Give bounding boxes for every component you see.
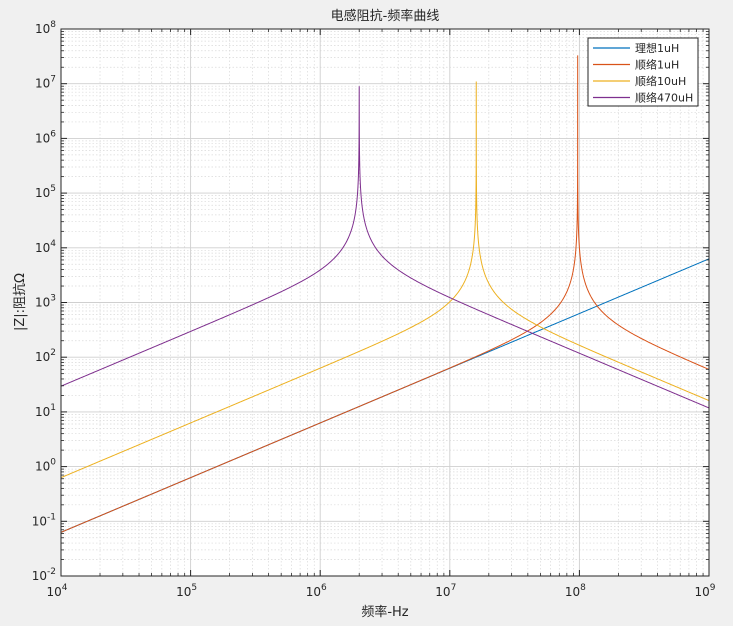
y-tick-label: 100 [35, 458, 56, 474]
x-tick-label: 109 [694, 583, 715, 599]
x-tick-label: 104 [46, 583, 67, 599]
x-tick-label: 106 [306, 583, 327, 599]
x-axis-title: 频率-Hz [361, 604, 408, 620]
y-tick-labels: 10-2 10-1 100 101 102 103 104 105 106 107 108 [32, 20, 57, 583]
x-tick-label: 105 [176, 583, 197, 599]
series-line [61, 86, 709, 409]
legend-box [587, 37, 699, 107]
chart-title: 电感阻抗-频率曲线 [331, 8, 440, 24]
legend: 理想1uH 顺络1uH 顺络10uH 顺络470uH [587, 37, 699, 107]
y-tick-label: 103 [35, 294, 56, 310]
x-tick-labels: 104 105 106 107 108 109 [46, 583, 715, 599]
y-axis-title: |Z|:阻抗Ω [13, 273, 28, 331]
series-lines [61, 55, 709, 533]
axis-ticks [60, 28, 710, 577]
legend-label: 顺络470uH [635, 91, 693, 105]
series-line [61, 55, 709, 533]
y-tick-label: 102 [35, 348, 56, 364]
y-tick-label: 108 [35, 20, 56, 36]
y-tick-label: 10-2 [32, 567, 56, 583]
legend-label: 理想1uH [635, 41, 679, 55]
legend-label: 顺络1uH [635, 58, 679, 72]
y-tick-label: 104 [35, 239, 56, 255]
x-tick-label: 108 [565, 583, 586, 599]
y-tick-label: 105 [35, 184, 56, 200]
y-tick-label: 101 [35, 403, 56, 419]
y-tick-label: 106 [35, 129, 56, 145]
y-tick-label: 10-1 [32, 512, 56, 528]
series-line [61, 81, 709, 479]
legend-label: 顺络10uH [635, 74, 686, 88]
y-tick-label: 107 [35, 75, 56, 91]
x-tick-label: 107 [435, 583, 456, 599]
